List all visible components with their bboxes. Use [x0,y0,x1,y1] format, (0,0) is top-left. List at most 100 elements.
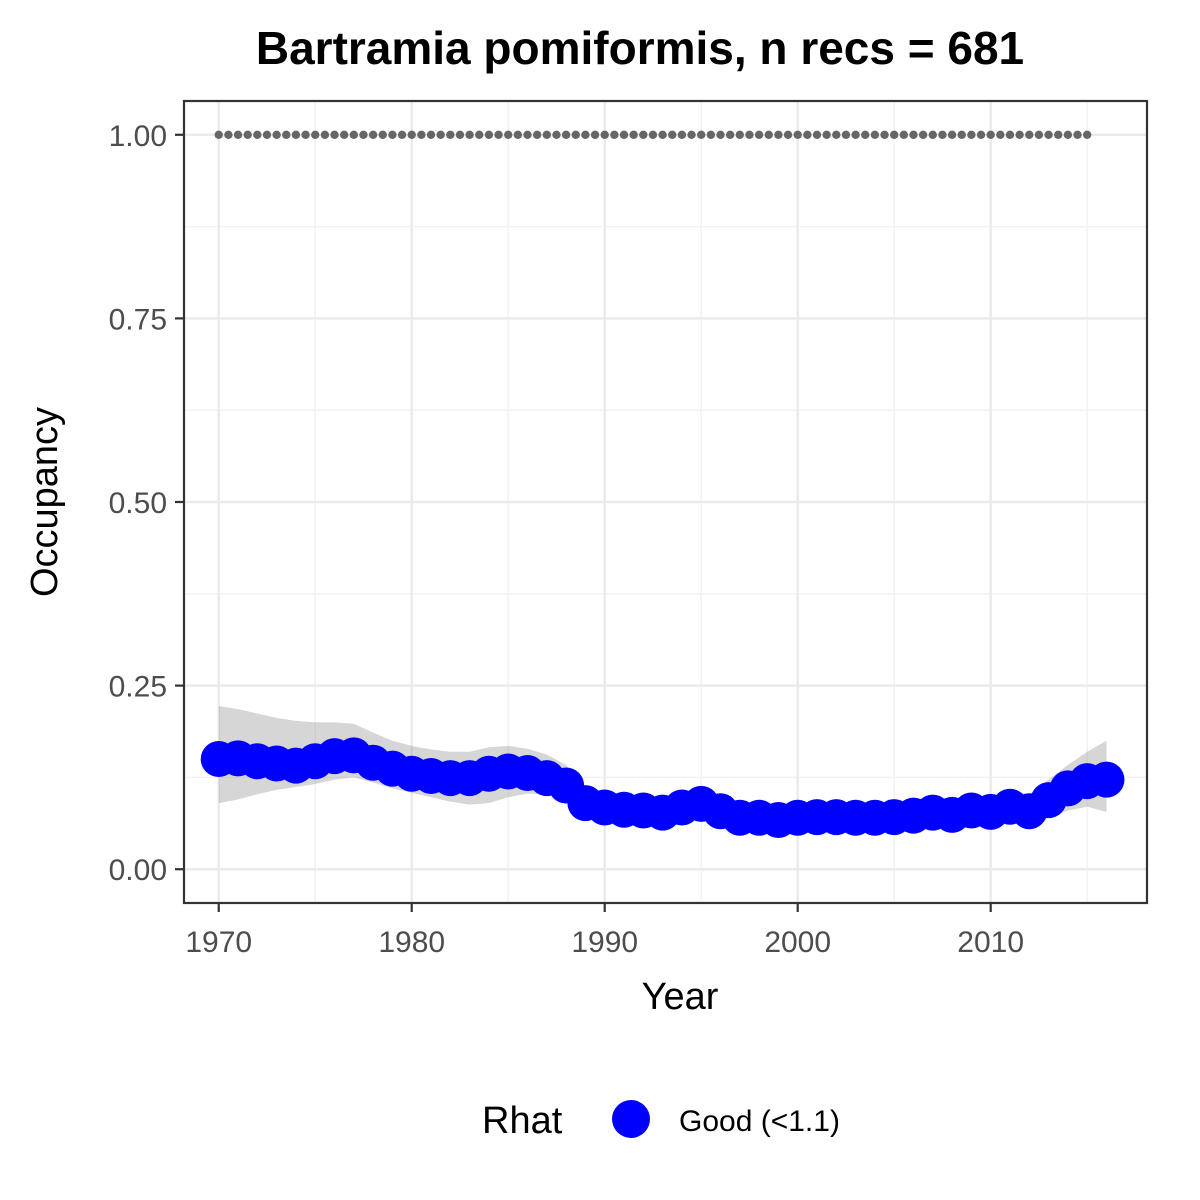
reference-dot [320,130,330,139]
plot-panel [182,99,1149,905]
reference-dot [610,130,619,139]
confidence-ribbon [218,706,1107,831]
reference-dot [870,130,880,139]
y-axis: 0.00 0.25 0.50 0.75 1.00 [109,120,184,887]
reference-dot [542,130,552,139]
y-tick-label: 0.00 [109,854,167,887]
reference-dot [793,130,802,139]
reference-dot [619,130,629,139]
reference-dot [725,130,735,139]
reference-dot [291,130,301,139]
x-axis: 1970 1980 1990 2000 2010 [185,903,1024,959]
confidence-ribbon-area [218,706,1107,831]
reference-dot [397,130,407,139]
reference-dot [996,130,1005,139]
reference-dot [417,130,426,139]
y-tick-label: 0.75 [109,303,167,336]
reference-dot [1082,130,1092,139]
reference-dot [233,130,243,139]
reference-dot [967,130,976,139]
reference-dot [918,130,928,139]
reference-dot [301,130,310,139]
reference-dot [687,130,696,139]
x-axis-title: Year [642,976,719,1018]
reference-dot [426,130,436,139]
reference-dot [1025,130,1034,139]
reference-dot [282,130,291,139]
reference-dot [484,130,494,139]
reference-dot [947,130,957,139]
reference-dot [841,130,851,139]
reference-dot [1073,130,1082,139]
reference-dot [976,130,986,139]
reference-dot [349,130,359,139]
occupancy-point [1088,761,1125,798]
legend-label-good: Good (<1.1) [679,1105,840,1138]
reference-dot [812,130,822,139]
reference-dot [214,130,223,139]
x-tick-label: 1990 [571,926,638,959]
reference-dot [928,130,937,139]
reference-dots [214,130,1092,139]
legend-key-good [612,1100,650,1138]
reference-dot [571,130,580,139]
reference-dot [658,130,667,139]
reference-dot [861,130,870,139]
reference-dot [957,130,966,139]
reference-dot [774,130,783,139]
reference-dot [716,130,725,139]
reference-dot [880,130,889,139]
reference-dot [677,130,687,139]
reference-dot [532,130,542,139]
reference-dot [243,130,252,139]
reference-dot [1063,130,1073,139]
reference-dot [590,130,600,139]
reference-dot [851,130,860,139]
chart-title: Bartramia pomiformis, n recs = 681 [256,22,1024,74]
legend: Rhat Good (<1.1) [482,1100,840,1142]
reference-dot [368,130,378,139]
reference-dot [446,130,455,139]
x-tick-label: 1970 [185,926,252,959]
reference-dot [581,130,590,139]
y-tick-label: 0.25 [109,671,167,704]
reference-dot [764,130,773,139]
reference-dot [909,130,918,139]
reference-dot [1034,130,1044,139]
reference-dot [504,130,513,139]
reference-dot [1044,130,1053,139]
reference-dot [339,130,349,139]
reference-dot [938,130,947,139]
reference-dot [378,130,387,139]
reference-dot [600,130,609,139]
reference-dot [330,130,339,139]
reference-dot [697,130,706,139]
reference-dot [561,130,571,139]
reference-dot [1015,130,1024,139]
reference-dot [735,130,744,139]
reference-dot [465,130,474,139]
x-tick-label: 1980 [378,926,445,959]
legend-title: Rhat [482,1100,563,1142]
reference-dot [552,130,561,139]
occupancy-points [200,737,1125,839]
reference-dot [513,130,523,139]
reference-dot [986,130,995,139]
reference-dot [889,130,899,139]
reference-dot [494,130,503,139]
reference-dot [668,130,677,139]
reference-dot [1005,130,1015,139]
y-axis-title: Occupancy [24,407,66,597]
reference-dot [754,130,764,139]
reference-dot [803,130,812,139]
x-tick-label: 2010 [957,926,1024,959]
reference-dot [832,130,841,139]
reference-dot [523,130,532,139]
y-tick-label: 0.50 [109,487,167,520]
reference-dot [455,130,465,139]
reference-dot [407,130,416,139]
reference-dot [639,130,648,139]
x-tick-label: 2000 [764,926,831,959]
reference-dot [1054,130,1063,139]
